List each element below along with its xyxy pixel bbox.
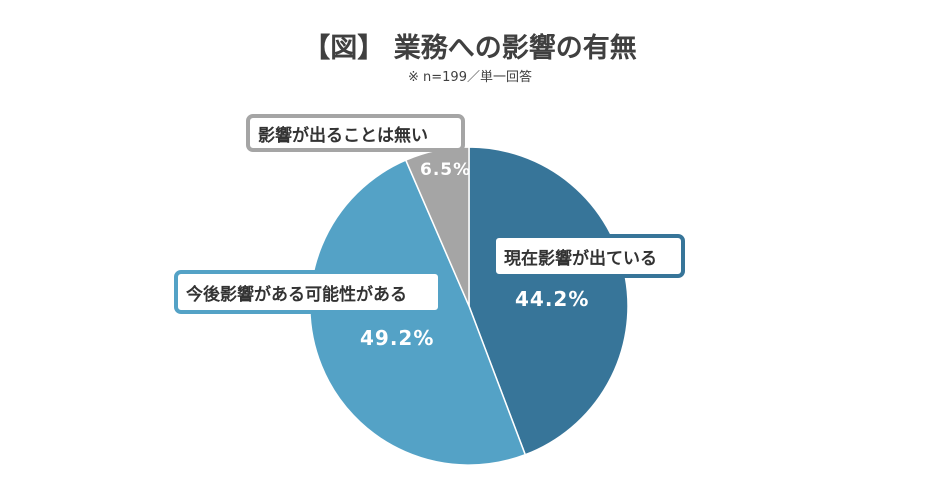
callout-label-none: 影響が出ることは無い — [246, 114, 465, 152]
chart-title: 【図】 業務への影響の有無 — [303, 33, 637, 64]
callout-label-current: 現在影響が出ている — [492, 234, 685, 278]
value-none: 6.5% — [420, 160, 472, 180]
value-possible: 49.2% — [360, 326, 435, 350]
label-none: 影響が出ることは無い — [258, 125, 428, 146]
value-current: 44.2% — [515, 287, 590, 311]
callout-label-possible: 今後影響がある可能性がある — [174, 270, 442, 314]
chart-subtitle: ※ n=199／単一回答 — [408, 70, 532, 85]
label-possible: 今後影響がある可能性がある — [186, 284, 407, 305]
label-current: 現在影響が出ている — [504, 248, 657, 269]
